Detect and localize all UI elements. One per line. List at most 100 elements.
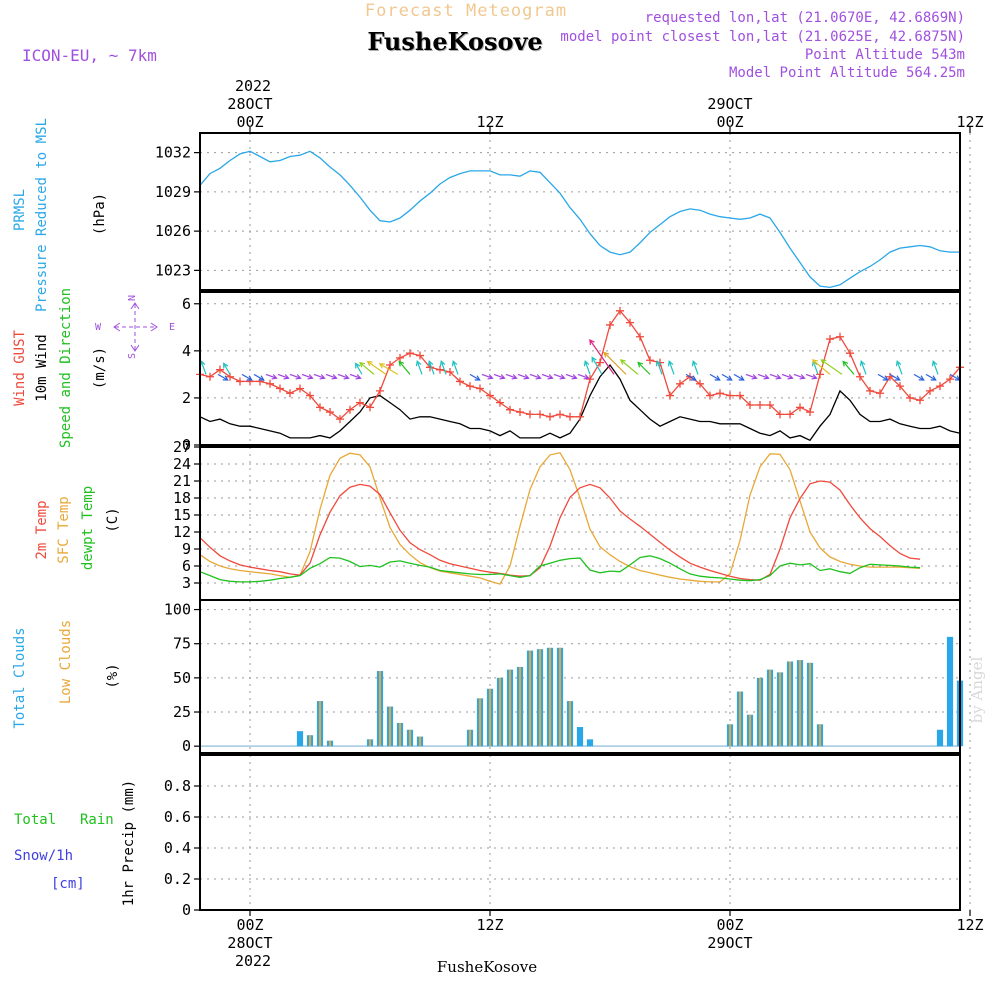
wind-arrow-head (591, 356, 597, 363)
location-title-front: FusheKosove (367, 27, 542, 56)
gust-point (356, 398, 364, 407)
low-cloud-bar (808, 662, 812, 747)
temp-sfc-label: SFC Temp (56, 496, 72, 563)
wind-arrow (591, 356, 603, 375)
wind-arrow (931, 360, 939, 375)
gust-point (536, 410, 544, 419)
total-clouds-label: Total Clouds (12, 627, 28, 728)
wind-arrow (859, 360, 867, 375)
precip-unit-label: 1hr Precip (mm) (121, 780, 137, 906)
gust-point (626, 318, 634, 327)
wind-arrow-shaft (812, 359, 831, 375)
low-cloud-bar (558, 647, 562, 747)
low-cloud-bar (308, 735, 312, 747)
top-day-label: 28OCT (227, 95, 272, 113)
temp-2m-line (199, 480, 921, 581)
wind-arrow (289, 373, 302, 380)
wind-arrow-head (691, 360, 698, 367)
low-cloud-bar (488, 688, 492, 747)
wind-arrow-head (619, 359, 626, 365)
wind-arrow-head (894, 375, 901, 381)
wind-arrow-shaft (656, 361, 663, 375)
gust-point (486, 391, 494, 400)
wind-arrow-head (751, 374, 758, 380)
low-cloud-bar (778, 672, 782, 747)
gust-point (846, 349, 854, 358)
wind-arrow-shaft (493, 373, 505, 379)
bottom-day-label: 28OCT (227, 934, 272, 952)
wind-arrow (619, 359, 639, 375)
wind-arrow-head (427, 360, 434, 367)
wind-arrow-shaft (359, 362, 375, 375)
wind-arrow-head (571, 374, 578, 380)
wind-arrow-shaft (805, 373, 817, 379)
wind-arrow (439, 360, 447, 375)
ytick-label-panel3: 18 (173, 489, 191, 507)
wind-arrow-shaft (793, 373, 805, 379)
low-clouds-label: Low Clouds (58, 620, 74, 704)
wind-arrow (427, 360, 435, 375)
wind-arrow-head (331, 374, 338, 380)
wind-arrow (757, 373, 770, 380)
requested-coords: requested lon,lat (21.0670E, 42.6869N) (645, 10, 965, 26)
low-cloud-bar (788, 661, 792, 747)
rain-label: Rain (80, 812, 114, 828)
gust-point (926, 386, 934, 395)
wind-gust-label: Wind GUST (12, 330, 28, 406)
ytick-label-panel3: 9 (182, 540, 191, 558)
wind-arrow (398, 360, 411, 375)
wind-arrow-head (258, 375, 265, 381)
wind-arrow-shaft (517, 373, 529, 379)
low-cloud-bar (748, 714, 752, 747)
wind-arrow-shaft (769, 373, 781, 379)
gust-point (566, 412, 574, 421)
wind-arrow-head (295, 374, 302, 380)
bottom-axis-year: 2022 (235, 952, 271, 970)
gust-point (706, 391, 714, 400)
wind-arrow (637, 361, 651, 375)
low-cloud-bar (468, 729, 472, 747)
gust-point (736, 391, 744, 400)
wind-arrow-head (918, 375, 925, 381)
wind-arrow-head (842, 360, 849, 367)
total-cloud-bar (946, 636, 954, 747)
wind-arrow-head (583, 360, 590, 367)
ytick-label-panel5: 0.2 (164, 870, 191, 888)
gust-point (726, 391, 734, 400)
wind-arrow-head (355, 362, 361, 369)
wind-arrow-shaft (349, 373, 361, 379)
wind-arrow (577, 373, 590, 380)
wind-arrow-head (271, 374, 278, 380)
wind-arrow-shaft (355, 363, 363, 375)
gust-point (676, 379, 684, 388)
gust-point (616, 306, 624, 315)
wind-arrow-shaft (416, 361, 423, 375)
dewpt-line (199, 555, 921, 583)
wind-arrow (359, 361, 375, 375)
pressure-unit-label: (hPa) (92, 193, 108, 235)
wind-arrow-shaft (241, 373, 252, 381)
ytick-label-panel3: 3 (182, 574, 191, 592)
wind-arrow-head (882, 375, 889, 381)
gust-point (366, 403, 374, 412)
point-altitude: Point Altitude 543m (805, 47, 965, 63)
watermark: by Angel (968, 656, 986, 723)
wind-arrow-shaft (565, 373, 577, 379)
wind-arrow-head (583, 374, 590, 380)
wind-arrow (241, 373, 253, 381)
low-cloud-bar (548, 647, 552, 747)
gust-point (336, 415, 344, 424)
low-cloud-bar (398, 722, 402, 747)
gust-point (856, 372, 864, 381)
wind-arrow-shaft (289, 373, 301, 379)
gust-point (516, 408, 524, 417)
wind-arrow-shaft (877, 373, 888, 381)
ytick-label-panel5: 0.4 (164, 839, 191, 857)
low-cloud-bar (758, 677, 762, 747)
gust-point (646, 356, 654, 365)
wind-arrow-head (355, 374, 362, 380)
wind-arrow (565, 373, 578, 380)
wind-arrow-shaft (541, 373, 553, 379)
wind-arrow-head (775, 374, 782, 380)
